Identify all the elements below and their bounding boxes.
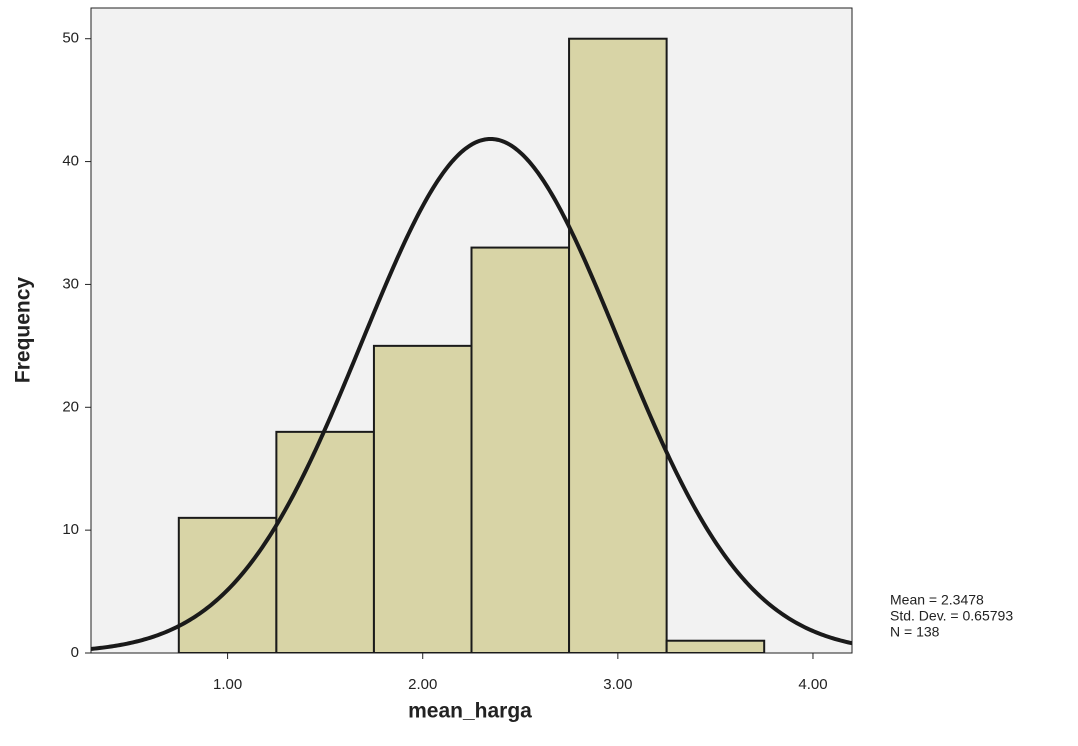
y-axis-title: Frequency [12,277,35,384]
histogram-bar [275,430,375,653]
stat-annotation: N = 138 [890,624,940,640]
histogram-bar [372,344,473,653]
stat-annotation: Mean = 2.3478 [890,592,984,608]
y-tick-label: 40 [62,153,79,170]
x-tick-label: 1.00 [213,676,242,693]
stat-annotation: Std. Dev. = 0.65793 [890,608,1013,624]
y-tick-label: 10 [62,521,79,538]
x-tick-label: 4.00 [798,676,827,693]
histogram-bar [568,37,668,653]
histogram-bar [470,246,571,653]
y-tick-label: 0 [71,644,79,661]
x-tick-label: 3.00 [603,676,632,693]
x-tick-label: 2.00 [408,676,437,693]
normal-curve [91,136,852,651]
y-tick-label: 30 [62,275,79,292]
x-axis-title: mean_harga [408,700,532,723]
y-tick-label: 50 [62,30,79,47]
plot-marks [91,37,852,653]
histogram-bar [665,639,766,653]
histogram-bar [177,516,278,653]
y-tick-label: 20 [62,398,79,415]
